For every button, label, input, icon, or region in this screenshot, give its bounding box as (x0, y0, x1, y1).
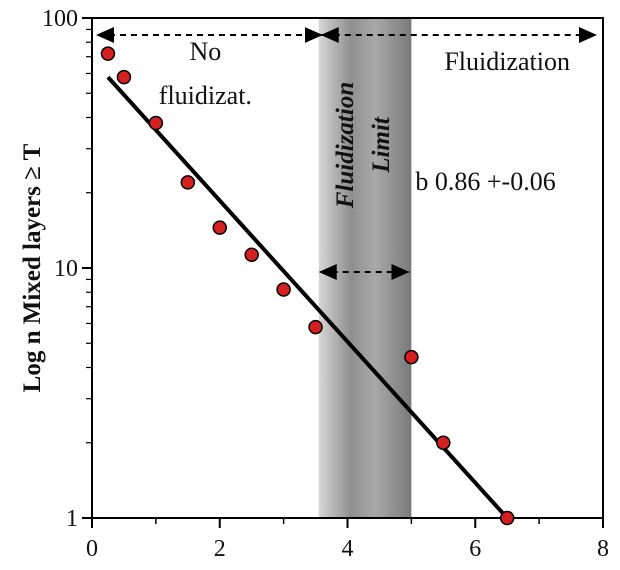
data-point (436, 435, 451, 450)
y-tick-label: 100 (42, 6, 78, 32)
y-axis-label: Log n Mixed layers ≥ T (19, 143, 46, 392)
data-point (180, 175, 196, 190)
fluidization-limit-label-line2: Limit (368, 116, 395, 174)
data-point (100, 46, 116, 61)
data-point (244, 247, 259, 262)
no-fluidization-label-line1: No (189, 37, 221, 66)
x-tick-label: 6 (469, 536, 481, 562)
data-point (116, 69, 132, 85)
y-tick-label: 1 (66, 506, 78, 532)
axis-ticks: 0 2 4 6 8 1 10 100 (42, 6, 609, 562)
data-point (308, 319, 323, 335)
fit-line (106, 75, 509, 520)
data-point (499, 510, 515, 526)
y-tick-label: 10 (54, 256, 78, 282)
fluidization-label: Fluidization (444, 47, 570, 76)
x-tick-label: 4 (342, 536, 354, 562)
fluidization-limit-label-line1: Fluidization (332, 82, 359, 209)
data-point (148, 115, 164, 131)
data-point (404, 349, 419, 365)
x-tick-label: 0 (86, 536, 98, 562)
no-fluidization-label-line2: fluidizat. (159, 81, 252, 110)
x-tick-label: 8 (597, 536, 609, 562)
data-point (276, 282, 291, 297)
slope-annotation: b 0.86 +-0.06 (415, 167, 555, 196)
x-tick-label: 2 (214, 536, 226, 562)
data-point (212, 220, 227, 235)
data-points (100, 46, 515, 526)
